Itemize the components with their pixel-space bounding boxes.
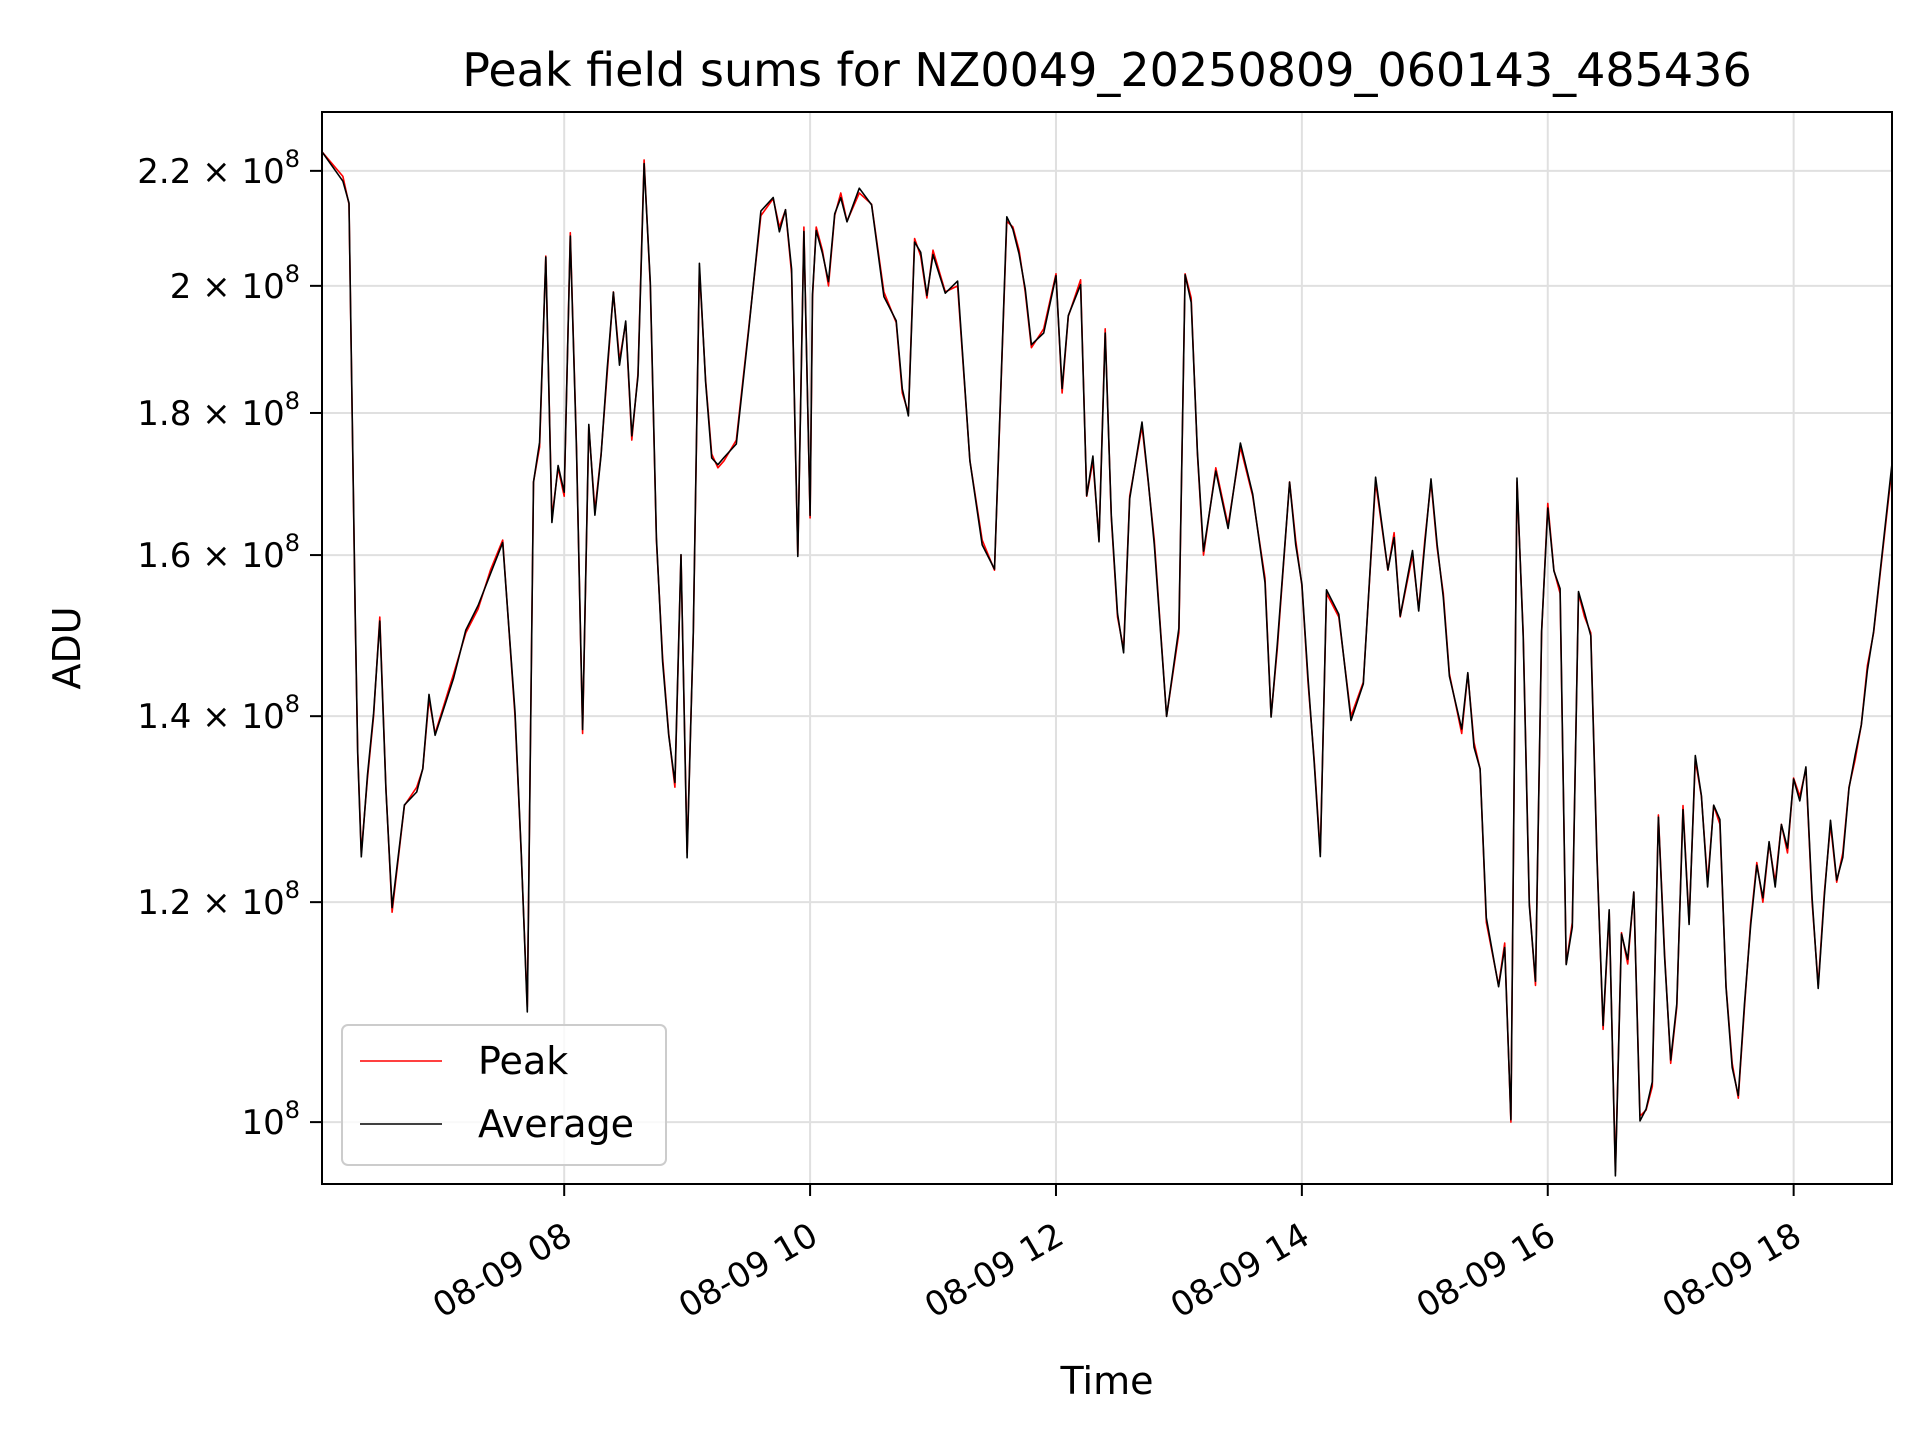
chart-title: Peak field sums for NZ0049_20250809_0601… (462, 43, 1751, 97)
plot-frame (321, 111, 1893, 1185)
y-axis: 108 1.2 × 108 1.4 × 108 1.6 × 108 1.8 × 108 2… (137, 145, 322, 1143)
y-tick-label: 1.4 × 108 (137, 690, 300, 737)
y-tick-label: 2.2 × 108 (137, 145, 300, 192)
legend-box (341, 1024, 667, 1166)
y-tick-label: 2 × 108 (170, 260, 300, 307)
y-tick-label: 108 (241, 1096, 300, 1143)
legend-label-average: Average (478, 1102, 634, 1146)
x-axis-label: Time (1060, 1359, 1154, 1403)
legend-label-peak: Peak (478, 1039, 568, 1083)
y-axis-label: ADU (45, 606, 89, 689)
series-layer (321, 151, 1893, 1177)
y-tick-label: 1.6 × 108 (137, 529, 300, 576)
y-tick-label: 1.2 × 108 (137, 876, 300, 923)
legend: Peak Average (341, 1024, 667, 1166)
series-line-average (321, 151, 1893, 1177)
y-tick-label: 1.8 × 108 (137, 387, 300, 434)
